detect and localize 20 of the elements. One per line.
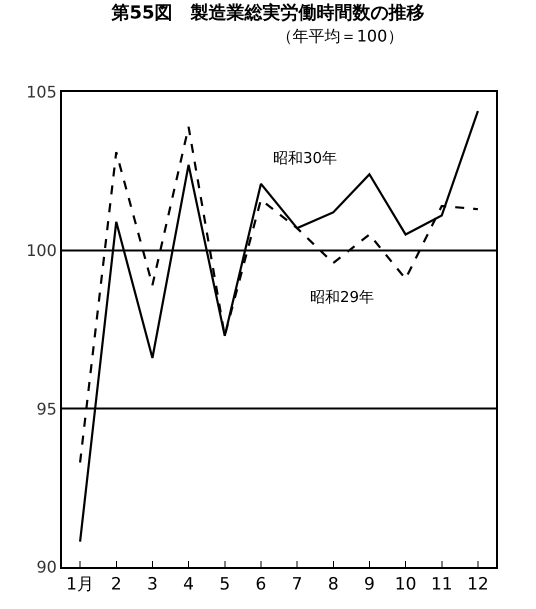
y-tick-label: 100 xyxy=(26,240,57,260)
x-tick-label: 6 xyxy=(256,574,266,594)
series-label: 昭和30年 xyxy=(273,149,338,167)
x-tick-label: 2 xyxy=(110,574,122,594)
x-tick-label: 7 xyxy=(292,574,302,594)
x-tick-label: 1月 xyxy=(66,574,94,594)
x-tick-label: 4 xyxy=(183,574,194,594)
chart-subtitle: （年平均＝100） xyxy=(132,26,404,46)
chart-title: 第55図 製造業総実労働時間数の推移 xyxy=(110,2,425,24)
y-tick-label: 95 xyxy=(36,399,57,418)
x-tick-label: 3 xyxy=(147,574,158,594)
x-tick-label: 12 xyxy=(467,574,489,594)
y-tick-label: 90 xyxy=(36,558,57,577)
x-tick-label: 11 xyxy=(430,574,453,594)
y-tick-label: 105 xyxy=(26,82,57,102)
text: 昭和29年 xyxy=(310,288,374,306)
x-tick-label: 5 xyxy=(219,574,230,594)
x-tick-label: 8 xyxy=(328,574,339,594)
x-tick-label: 10 xyxy=(394,574,416,594)
x-tick-label: 9 xyxy=(364,574,375,594)
